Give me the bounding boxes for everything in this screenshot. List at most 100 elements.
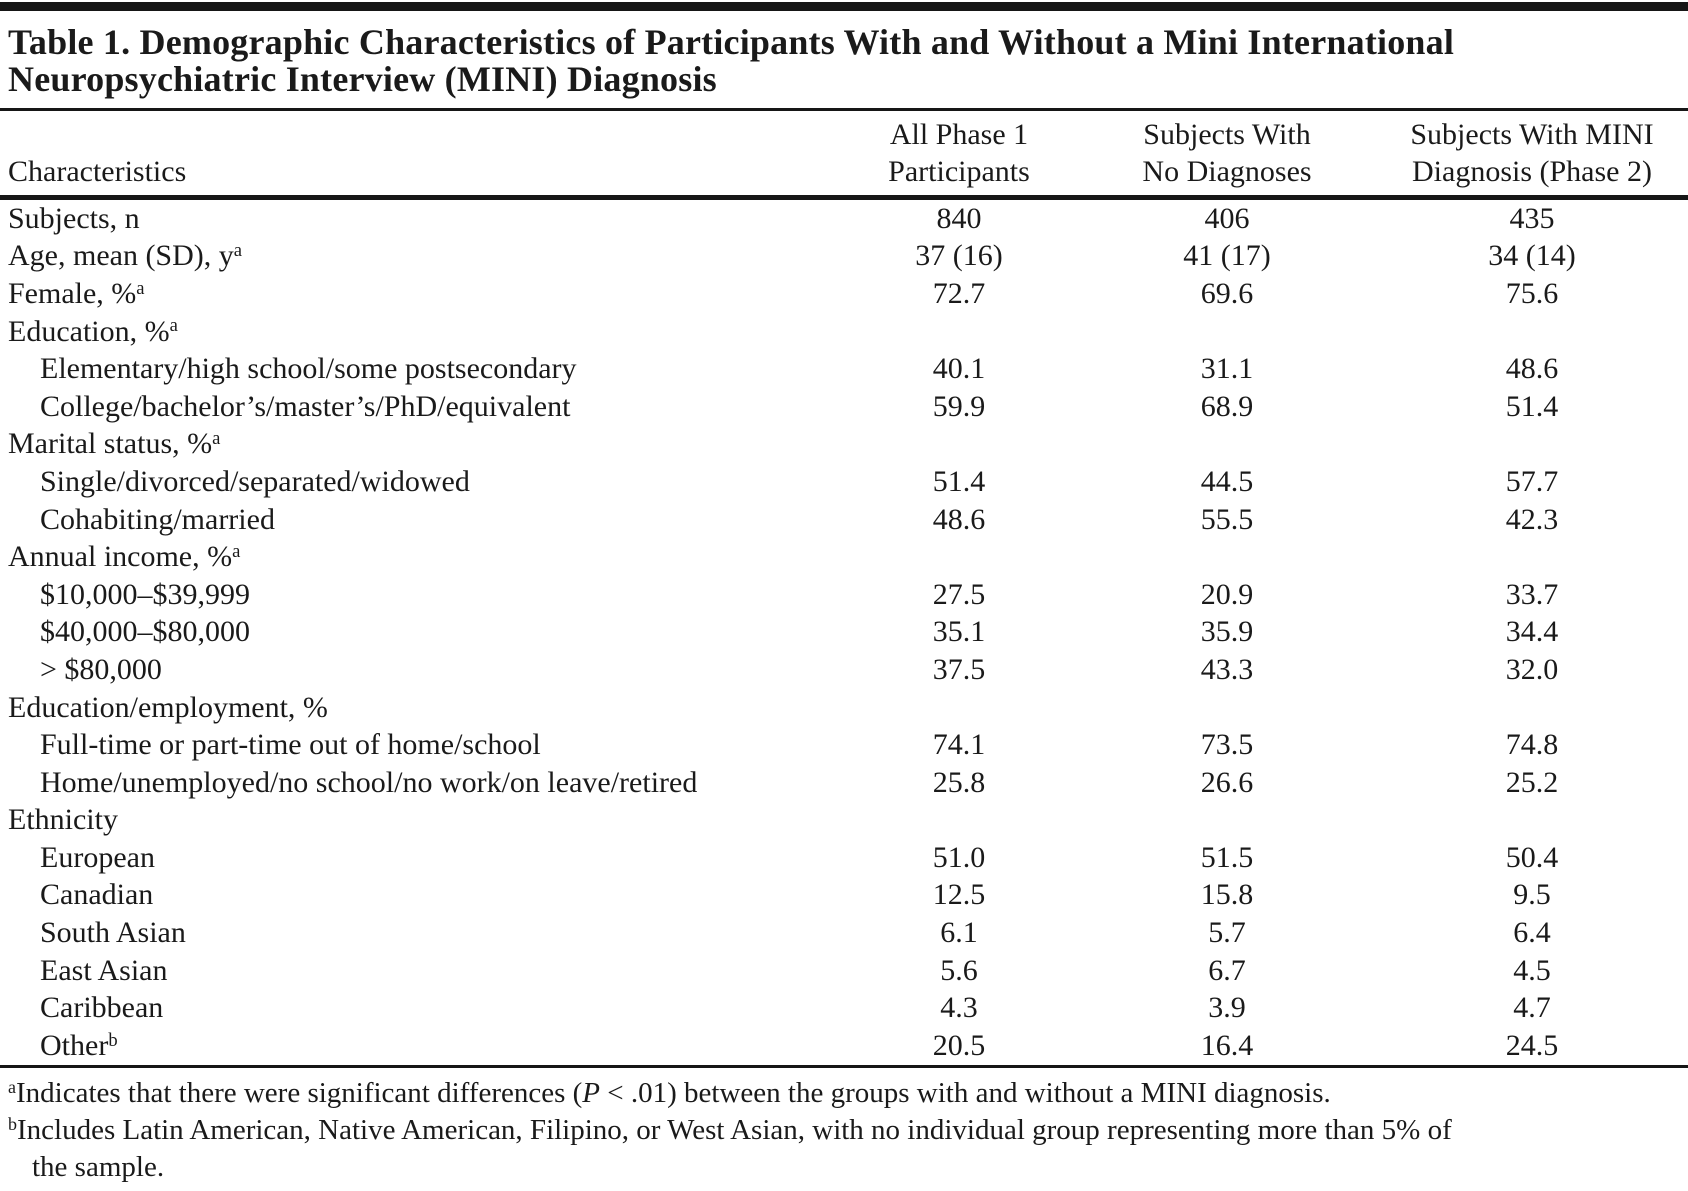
cell-mini-diagnosis: 48.6 <box>1505 352 1559 386</box>
cell-mini-diagnosis: 34 (14) <box>1488 239 1576 273</box>
cell-no-diagnoses: 41 (17) <box>1183 239 1271 273</box>
table-row: Caribbean 4.3 3.9 4.7 <box>0 989 1688 1027</box>
column-header-mini-diagnosis: Subjects With MINI Diagnosis (Phase 2) <box>1376 116 1688 190</box>
row-label-text: Canadian <box>40 878 154 912</box>
cell-all-phase1: 5.6 <box>940 953 978 987</box>
cell-mini-diagnosis: 34.4 <box>1505 615 1559 649</box>
row-label-text: Education, % <box>8 314 170 348</box>
cell-no-diagnoses: 43.3 <box>1200 652 1254 686</box>
row-label-text: Home/unemployed/no school/no work/on lea… <box>40 765 698 799</box>
column-header-no-diagnoses-line1: Subjects With <box>1143 118 1311 151</box>
top-rule <box>0 2 1688 11</box>
column-header-no-diagnoses-line2: No Diagnoses <box>1142 155 1312 188</box>
table-row: Female, %a 72.7 69.6 75.6 <box>0 275 1688 313</box>
table-row: Education/employment, % <box>0 689 1688 727</box>
footnote-b-line2: the sample. <box>32 1150 165 1183</box>
row-label: Cohabiting/married <box>8 503 840 537</box>
table-row: Elementary/high school/some postsecondar… <box>0 350 1688 388</box>
cell-mini-diagnosis: 24.5 <box>1505 1028 1559 1062</box>
row-label: Caribbean <box>8 991 840 1025</box>
row-label: Canadian <box>8 878 840 912</box>
cell-all-phase1: 27.5 <box>932 577 986 611</box>
row-label-text: East Asian <box>40 953 168 987</box>
cell-no-diagnoses: 35.9 <box>1200 615 1254 649</box>
row-label-text: Ethnicity <box>8 803 118 837</box>
cell-mini-diagnosis: 4.5 <box>1513 953 1551 987</box>
row-label: College/bachelor’s/master’s/PhD/equivale… <box>8 390 840 424</box>
row-label: Otherb <box>8 1029 840 1063</box>
cell-all-phase1: 37 (16) <box>915 239 1003 273</box>
cell-mini-diagnosis: 74.8 <box>1505 728 1559 762</box>
row-label: Home/unemployed/no school/no work/on lea… <box>8 766 840 800</box>
table-row: Canadian 12.5 15.8 9.5 <box>0 877 1688 915</box>
row-label-text: Marital status, % <box>8 427 213 461</box>
footnote-a-text-after: < .01) between the groups with and witho… <box>600 1076 1331 1109</box>
row-label-text: South Asian <box>40 916 186 950</box>
table-row: Ethnicity <box>0 802 1688 840</box>
cell-all-phase1: 840 <box>936 201 982 235</box>
table-row: Home/unemployed/no school/no work/on lea… <box>0 764 1688 802</box>
cell-no-diagnoses: 68.9 <box>1200 389 1254 423</box>
table-row: $40,000–$80,000 35.1 35.9 34.4 <box>0 614 1688 652</box>
footnote-marker: a <box>169 315 178 337</box>
footnote-b-line1: bIncludes Latin American, Native America… <box>8 1112 1680 1149</box>
row-label: Ethnicity <box>8 803 840 837</box>
column-header-all-phase1-line1: All Phase 1 <box>889 118 1029 151</box>
footnote-a-italic-p: P <box>582 1076 601 1109</box>
row-label: East Asian <box>8 954 840 988</box>
table-row: Single/divorced/separated/widowed 51.4 44.… <box>0 463 1688 501</box>
column-header-no-diagnoses: Subjects With No Diagnoses <box>1078 116 1376 190</box>
cell-no-diagnoses: 73.5 <box>1200 728 1254 762</box>
cell-no-diagnoses: 69.6 <box>1200 276 1254 310</box>
table-title: Table 1. Demographic Characteristics of … <box>0 11 1688 108</box>
table-row: Cohabiting/married 48.6 55.5 42.3 <box>0 501 1688 539</box>
cell-all-phase1: 20.5 <box>932 1028 986 1062</box>
footnote-a-text-before: Indicates that there were significant di… <box>15 1076 583 1109</box>
cell-all-phase1: 6.1 <box>940 916 978 950</box>
column-header-mini-diagnosis-line1: Subjects With MINI <box>1410 118 1654 151</box>
cell-mini-diagnosis: 75.6 <box>1505 276 1559 310</box>
footnote-marker: a <box>232 540 241 562</box>
column-header-characteristics: Characteristics <box>8 155 187 188</box>
table-row: East Asian 5.6 6.7 4.5 <box>0 952 1688 990</box>
title-divider-rule <box>0 108 1688 111</box>
row-label-text: Age, mean (SD), y <box>8 239 234 273</box>
row-label-text: Full-time or part-time out of home/schoo… <box>40 728 541 762</box>
cell-mini-diagnosis: 33.7 <box>1505 577 1559 611</box>
cell-all-phase1: 59.9 <box>932 389 986 423</box>
table-row: European 51.0 51.5 50.4 <box>0 839 1688 877</box>
row-label: Female, %a <box>8 277 840 311</box>
row-label: $10,000–$39,999 <box>8 578 840 612</box>
cell-mini-diagnosis: 4.7 <box>1513 991 1551 1025</box>
cell-mini-diagnosis: 42.3 <box>1505 502 1559 536</box>
footnote-a-marker: a <box>8 1076 16 1097</box>
table-row: Annual income, %a <box>0 538 1688 576</box>
row-label-text: Other <box>40 1028 109 1062</box>
cell-mini-diagnosis: 57.7 <box>1505 464 1559 498</box>
cell-no-diagnoses: 44.5 <box>1200 464 1254 498</box>
footnote-marker: a <box>136 277 145 299</box>
cell-mini-diagnosis: 25.2 <box>1505 765 1559 799</box>
row-label-text: $40,000–$80,000 <box>40 615 250 649</box>
cell-no-diagnoses: 51.5 <box>1200 840 1254 874</box>
cell-all-phase1: 74.1 <box>932 728 986 762</box>
row-label: Age, mean (SD), ya <box>8 239 840 273</box>
row-label-text: Female, % <box>8 276 137 310</box>
table-title-line2: Neuropsychiatric Interview (MINI) Diagno… <box>8 59 717 99</box>
table-row: Education, %a <box>0 313 1688 351</box>
footnote-b-text: Includes Latin American, Native American… <box>16 1113 1452 1146</box>
cell-mini-diagnosis: 6.4 <box>1513 916 1551 950</box>
cell-mini-diagnosis: 9.5 <box>1513 878 1551 912</box>
row-label-text: Subjects, n <box>8 201 140 235</box>
table-row: Age, mean (SD), ya 37 (16) 41 (17) 34 (14) <box>0 238 1688 276</box>
column-header-all-phase1-line2: Participants <box>888 155 1030 188</box>
footnote-marker: a <box>233 240 243 262</box>
footnote-marker: b <box>108 1029 118 1051</box>
table-row: Otherb 20.5 16.4 24.5 <box>0 1027 1688 1065</box>
table-header-row: Characteristics All Phase 1 Participants… <box>0 111 1688 195</box>
table-row: $10,000–$39,999 27.5 20.9 33.7 <box>0 576 1688 614</box>
column-header-mini-diagnosis-line2: Diagnosis (Phase 2) <box>1412 155 1652 188</box>
cell-mini-diagnosis: 50.4 <box>1505 840 1559 874</box>
row-label: Education/employment, % <box>8 691 840 725</box>
